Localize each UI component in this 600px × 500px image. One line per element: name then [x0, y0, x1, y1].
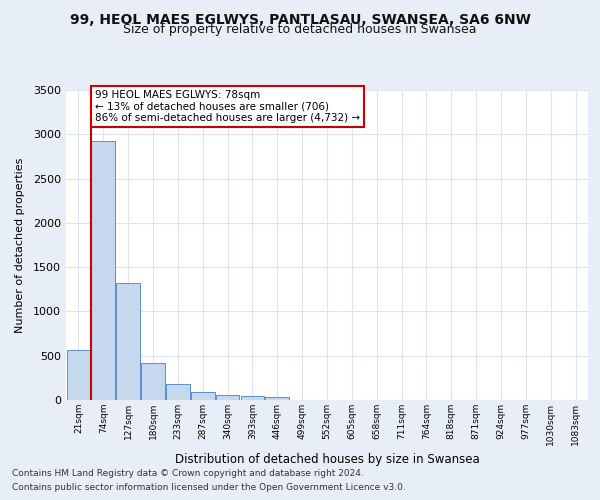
- Bar: [141, 363, 165, 400]
- Text: 99, HEOL MAES EGLWYS, PANTLASAU, SWANSEA, SA6 6NW: 99, HEOL MAES EGLWYS, PANTLASAU, SWANSEA…: [70, 12, 530, 26]
- Text: 99 HEOL MAES EGLWYS: 78sqm
← 13% of detached houses are smaller (706)
86% of sem: 99 HEOL MAES EGLWYS: 78sqm ← 13% of deta…: [95, 90, 361, 123]
- Bar: [191, 392, 215, 400]
- X-axis label: Distribution of detached houses by size in Swansea: Distribution of detached houses by size …: [175, 453, 479, 466]
- Bar: [91, 142, 115, 400]
- Y-axis label: Number of detached properties: Number of detached properties: [14, 158, 25, 332]
- Bar: [241, 396, 264, 400]
- Bar: [216, 395, 239, 400]
- Text: Contains public sector information licensed under the Open Government Licence v3: Contains public sector information licen…: [12, 484, 406, 492]
- Bar: [67, 350, 90, 400]
- Text: Contains HM Land Registry data © Crown copyright and database right 2024.: Contains HM Land Registry data © Crown c…: [12, 468, 364, 477]
- Bar: [166, 384, 190, 400]
- Bar: [116, 283, 140, 400]
- Bar: [265, 397, 289, 400]
- Text: Size of property relative to detached houses in Swansea: Size of property relative to detached ho…: [123, 22, 477, 36]
